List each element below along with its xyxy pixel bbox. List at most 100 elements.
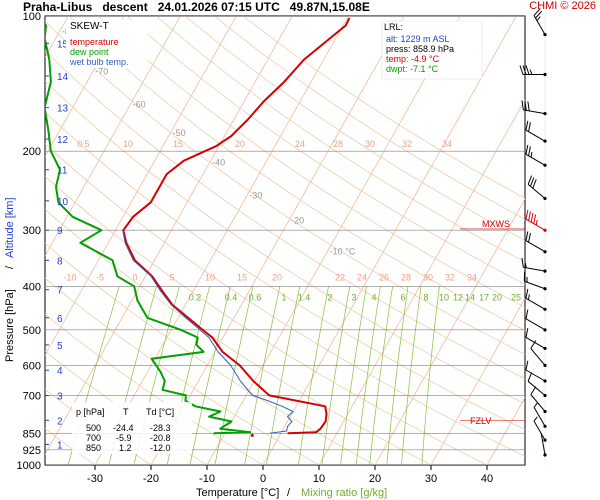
wind-barb-staff — [525, 336, 546, 349]
altitude-tick-label: 1 — [57, 440, 63, 451]
table-header-t: T — [123, 407, 129, 417]
altitude-tick-label: 10 — [57, 197, 69, 208]
mxws-label: MXWS — [482, 219, 510, 229]
theta-label-mid: 10 — [205, 272, 215, 282]
theta-label-mid: 34 — [467, 272, 477, 282]
isotherm-label: -20 — [291, 216, 304, 226]
theta-label-top: 30 — [365, 139, 375, 149]
isotherm-line — [318, 99, 525, 465]
isotherm-label: -70 — [95, 67, 108, 77]
dry-adiabat — [97, 16, 525, 308]
x-tick-label: 10 — [313, 473, 325, 485]
wind-barb-feather — [530, 386, 537, 395]
wind-barb-staff — [523, 109, 546, 115]
theta-label-top: 0 — [77, 139, 82, 149]
wind-barb-feather — [524, 100, 527, 111]
wind-barb — [525, 209, 547, 232]
table-header-td: Td [°C] — [146, 407, 174, 417]
wind-barb-feather — [535, 10, 543, 19]
wind-barb-staff — [530, 348, 546, 366]
fzlv-label: FZLV — [470, 416, 491, 426]
legend-name: SKEW-T — [70, 21, 109, 32]
altitude-tick-label: 15 — [57, 39, 69, 50]
wind-barb-staff — [525, 297, 546, 310]
lrl-marker — [250, 433, 254, 437]
theta-label-mid: 15 — [237, 272, 247, 282]
wind-barb-feather — [525, 65, 530, 75]
altitude-tick-label: 12 — [57, 135, 69, 146]
y-tick-label: 300 — [23, 225, 41, 237]
x-axis-label: Temperature [°C] — [196, 487, 279, 499]
theta-label-top: 32 — [402, 139, 412, 149]
dry-adiabat — [155, 16, 525, 263]
wind-barb-feather — [525, 328, 529, 338]
theta-label-top: 34 — [442, 139, 452, 149]
wind-barb-staff — [525, 369, 546, 382]
header: Praha-Libus descent 24.01.2026 07:15 UTC… — [0, 0, 600, 16]
theta-label-mid: 32 — [445, 272, 455, 282]
altitude-tick-label: 13 — [57, 104, 69, 115]
wind-barb-feather — [528, 122, 531, 132]
wind-barb-feather — [519, 65, 524, 75]
x-tick-label: -30 — [87, 473, 103, 485]
isotherm-label: -10 °C — [330, 247, 356, 257]
table-cell: 500 — [86, 423, 101, 433]
lrl-box: LRL: alt: 1229 m ASL press: 858.9 hPa te… — [381, 20, 483, 80]
profile-lines — [45, 17, 351, 437]
dry-adiabat — [213, 16, 525, 220]
credit-label: CHMI © 2026 — [529, 0, 596, 12]
isotherm-line — [45, 16, 181, 257]
dry-adiabat — [68, 16, 525, 331]
theta-label-top: 15 — [173, 139, 183, 149]
wind-barb — [525, 288, 547, 311]
wind-barb-feather — [527, 372, 533, 382]
wind-barb-staff — [540, 433, 546, 456]
isotherm-label: -30 — [249, 191, 262, 201]
wind-barb-staff — [533, 420, 546, 441]
wind-barb — [527, 175, 547, 201]
wind-barb-half-feather — [529, 69, 533, 75]
table-cell: 1.2 — [119, 443, 132, 453]
isotherm-line — [45, 16, 125, 158]
table-cell: -12.0 — [150, 443, 171, 453]
legend-dew-point: dew point — [70, 47, 109, 57]
wind-barbs — [519, 8, 547, 465]
wind-barb — [533, 402, 547, 428]
wind-barb-staff — [523, 266, 546, 272]
wind-barb — [530, 386, 547, 414]
y-tick-label: 500 — [23, 325, 41, 337]
wind-barb — [525, 309, 547, 332]
wind-barb-feather — [521, 100, 524, 110]
lrl-press: press: 858.9 hPa — [386, 44, 454, 54]
axes: -30 -20 -10 0 10 20 30 401002003004005006007008… — [17, 11, 494, 485]
theta-label-top: 20 — [235, 139, 245, 149]
chart-title: Praha-Libus descent 24.01.2026 07:15 UTC… — [23, 0, 370, 14]
table-cell: -5.9 — [116, 433, 132, 443]
y-tick-label: 600 — [23, 360, 41, 372]
wind-barb-feather — [525, 144, 529, 155]
y-tick-label: 400 — [23, 281, 41, 293]
altitude-tick-label: 2 — [57, 416, 63, 427]
theta-label-top: 10 — [123, 139, 133, 149]
isotherm-line — [94, 16, 349, 465]
theta-label-mid: 20 — [272, 272, 282, 282]
lrl-dwpt: dwpt: -7.1 °C — [386, 64, 439, 74]
wind-barb-feather — [525, 360, 529, 371]
wind-barb-feather — [533, 214, 537, 224]
altitude-tick-label: 4 — [57, 366, 63, 377]
x-tick-label: -20 — [143, 473, 159, 485]
theta-label-mid: 28 — [401, 272, 411, 282]
wind-barb-staff — [533, 406, 546, 427]
wind-barb-staff — [530, 394, 546, 412]
isotherm-line — [150, 16, 405, 465]
wind-barb-staff — [527, 184, 546, 199]
y-tick-label: 1000 — [17, 460, 41, 472]
theta-label-mid: 5 — [169, 272, 174, 282]
isotherm-line — [543, 16, 600, 465]
wind-barb-half-feather — [533, 402, 538, 408]
theta-label-mid: 30 — [423, 272, 433, 282]
wind-barb-staff — [524, 280, 546, 290]
wind-barb — [540, 433, 547, 457]
